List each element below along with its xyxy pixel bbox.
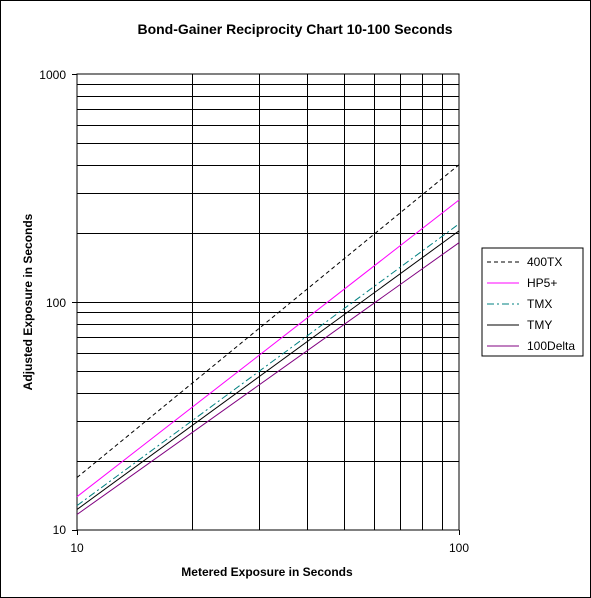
- legend-label: HP5+: [527, 276, 557, 290]
- x-tick-label: 10: [70, 541, 84, 555]
- grid: [77, 74, 459, 530]
- y-tick-label: 1000: [39, 68, 66, 82]
- legend-label: TMX: [527, 297, 552, 311]
- legend-label: 100Delta: [527, 339, 575, 353]
- series-line-hp5-: [76, 199, 460, 498]
- x-tick-label: 100: [449, 541, 469, 555]
- legend-label: 400TX: [527, 255, 562, 269]
- legend-label: TMY: [527, 318, 552, 332]
- series-line-400tx: [76, 164, 460, 478]
- y-tick-label: 10: [53, 523, 67, 537]
- y-axis-label: Adjusted Exposure in Seconds: [21, 213, 35, 390]
- chart-title: Bond-Gainer Reciprocity Chart 10-100 Sec…: [137, 21, 452, 37]
- x-axis-ticks: 10 100: [70, 530, 469, 555]
- legend-box: [481, 247, 584, 357]
- y-axis-ticks: 10 100 1000: [39, 68, 77, 537]
- series-line-tmx: [76, 223, 460, 507]
- series-line-tmy: [76, 230, 460, 510]
- x-axis-label: Metered Exposure in Seconds: [181, 565, 353, 579]
- legend: 400TX HP5+ TMX TMY 100Delta: [481, 247, 584, 357]
- series-line-100delta: [76, 242, 460, 515]
- y-tick-label: 100: [46, 296, 66, 310]
- series-layer: [76, 164, 460, 515]
